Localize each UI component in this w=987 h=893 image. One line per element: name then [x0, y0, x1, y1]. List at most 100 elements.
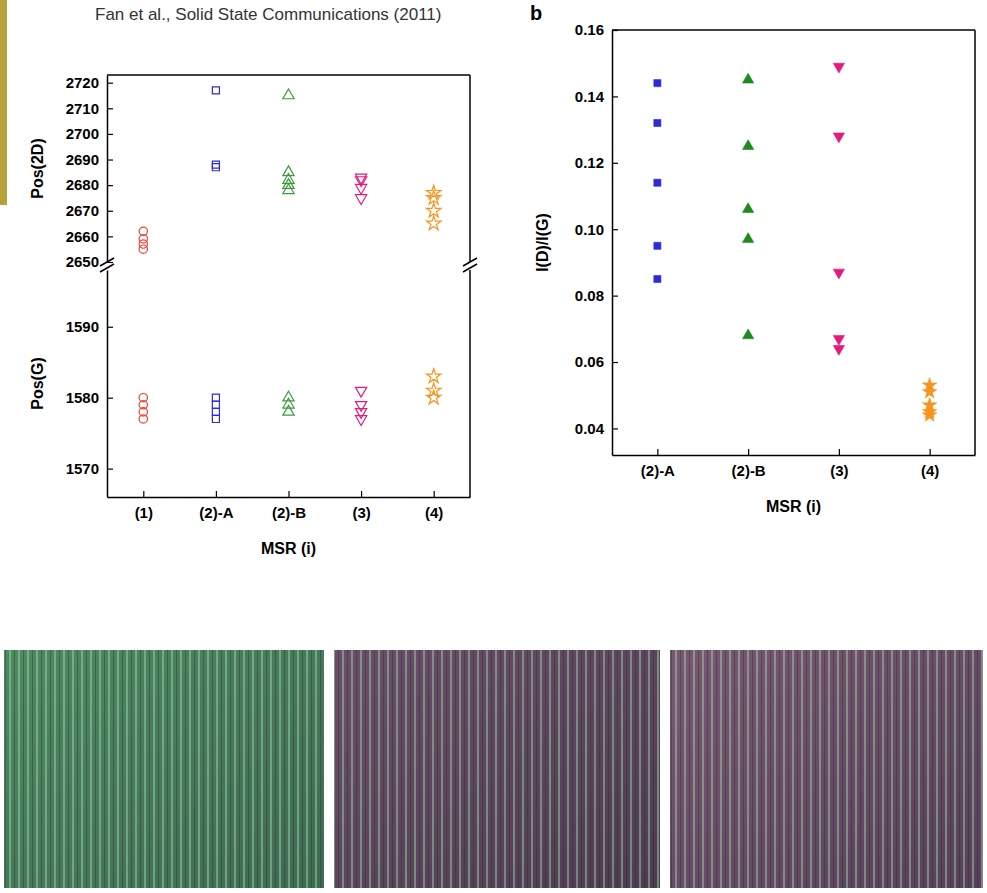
- tick-label: (2)-A: [199, 504, 233, 521]
- micrograph-stripes: [670, 650, 983, 888]
- point: [283, 398, 294, 408]
- tick-mark: [657, 449, 658, 455]
- tick-mark: [107, 469, 113, 470]
- point: [283, 405, 294, 415]
- tick: 2660: [66, 228, 113, 245]
- tick: (2)-B: [732, 449, 766, 479]
- panel: 0.040.060.080.100.120.140.16(2)-A(2)-B(3…: [530, 2, 976, 515]
- tick-mark: [612, 296, 618, 297]
- axis-line: [613, 455, 976, 457]
- point: [742, 329, 753, 339]
- tick-mark: [107, 398, 113, 399]
- tick-label: 0.12: [575, 154, 604, 171]
- tick-label: 2650: [66, 253, 99, 270]
- series: [139, 227, 147, 253]
- y-axis: 157015801590: [66, 271, 113, 498]
- series: [355, 174, 366, 204]
- micrograph-stripes: [334, 650, 660, 888]
- point: [833, 63, 844, 73]
- micrograph: [4, 650, 324, 888]
- tick-mark: [107, 211, 113, 212]
- tick-label: 2700: [66, 125, 99, 142]
- y-axis: 0.040.060.080.100.120.140.16: [575, 21, 618, 455]
- y-axis-title: Pos(2D): [29, 138, 46, 198]
- axis-line: [612, 31, 614, 456]
- point: [654, 179, 661, 186]
- series: [922, 378, 936, 422]
- point: [742, 73, 753, 83]
- point: [283, 391, 294, 401]
- point: [212, 401, 219, 408]
- tick-label: 0.10: [575, 221, 604, 238]
- y-axis-title: I(D)/I(G): [534, 213, 551, 272]
- tick-label: 2670: [66, 202, 99, 219]
- point: [355, 195, 366, 205]
- point: [742, 140, 753, 150]
- series: [139, 394, 147, 424]
- tick-mark: [612, 362, 618, 363]
- tick-mark: [612, 30, 618, 31]
- point: [355, 416, 366, 426]
- point: [139, 240, 147, 248]
- point: [742, 233, 753, 243]
- series: [426, 185, 440, 230]
- tick-label: 1580: [66, 389, 99, 406]
- point: [654, 275, 661, 282]
- tick-label: 2660: [66, 228, 99, 245]
- tick: 0.12: [575, 154, 618, 171]
- tick-mark: [107, 327, 113, 328]
- point: [355, 177, 366, 187]
- series: [742, 73, 753, 338]
- tick: 1570: [66, 460, 113, 477]
- x-axis-title: MSR (i): [261, 540, 316, 557]
- tick: 2680: [66, 176, 113, 193]
- tick-label: (3): [352, 504, 370, 521]
- tick-mark: [434, 491, 435, 497]
- tick-mark: [107, 108, 113, 109]
- tick-label: 2710: [66, 100, 99, 117]
- point: [922, 408, 936, 422]
- tick: (2)-A: [641, 449, 675, 479]
- tick-label: 0.04: [575, 420, 605, 437]
- point: [212, 408, 219, 415]
- tick: 0.06: [575, 353, 618, 370]
- point: [139, 245, 147, 253]
- tick-mark: [839, 449, 840, 455]
- point: [212, 394, 219, 401]
- frame: [974, 30, 976, 455]
- point: [833, 336, 844, 346]
- point: [283, 89, 294, 99]
- tick-mark: [930, 449, 931, 455]
- tick-label: 2690: [66, 151, 99, 168]
- tick-mark: [612, 428, 618, 429]
- tick-label: (4): [921, 462, 939, 479]
- micrograph-ground: [670, 650, 983, 888]
- tick: 0.14: [575, 88, 618, 105]
- point: [355, 409, 366, 419]
- tick-label: (2)-B: [732, 462, 766, 479]
- point: [355, 402, 366, 412]
- tick: 2720: [66, 74, 113, 91]
- series: [654, 80, 661, 283]
- tick: 0.10: [575, 221, 618, 238]
- x-axis: (2)-A (2)-B (3) (4): [613, 449, 976, 479]
- tick: (3): [352, 491, 370, 521]
- tick-label: (3): [830, 462, 848, 479]
- series: [426, 369, 440, 404]
- point: [742, 203, 753, 213]
- series: [355, 387, 366, 425]
- tick-label: 0.06: [575, 353, 604, 370]
- tick: 0.16: [575, 21, 618, 38]
- series: [212, 394, 219, 422]
- tick: (4): [921, 449, 939, 479]
- point: [355, 184, 366, 194]
- series: [212, 87, 219, 171]
- panel-label: b: [530, 2, 542, 24]
- tick: 0.04: [575, 420, 618, 437]
- point: [139, 415, 147, 423]
- tick-mark: [748, 449, 749, 455]
- plot-area: [139, 87, 441, 254]
- tick-label: 0.14: [575, 88, 605, 105]
- axis-line: [107, 76, 109, 263]
- point: [212, 87, 219, 94]
